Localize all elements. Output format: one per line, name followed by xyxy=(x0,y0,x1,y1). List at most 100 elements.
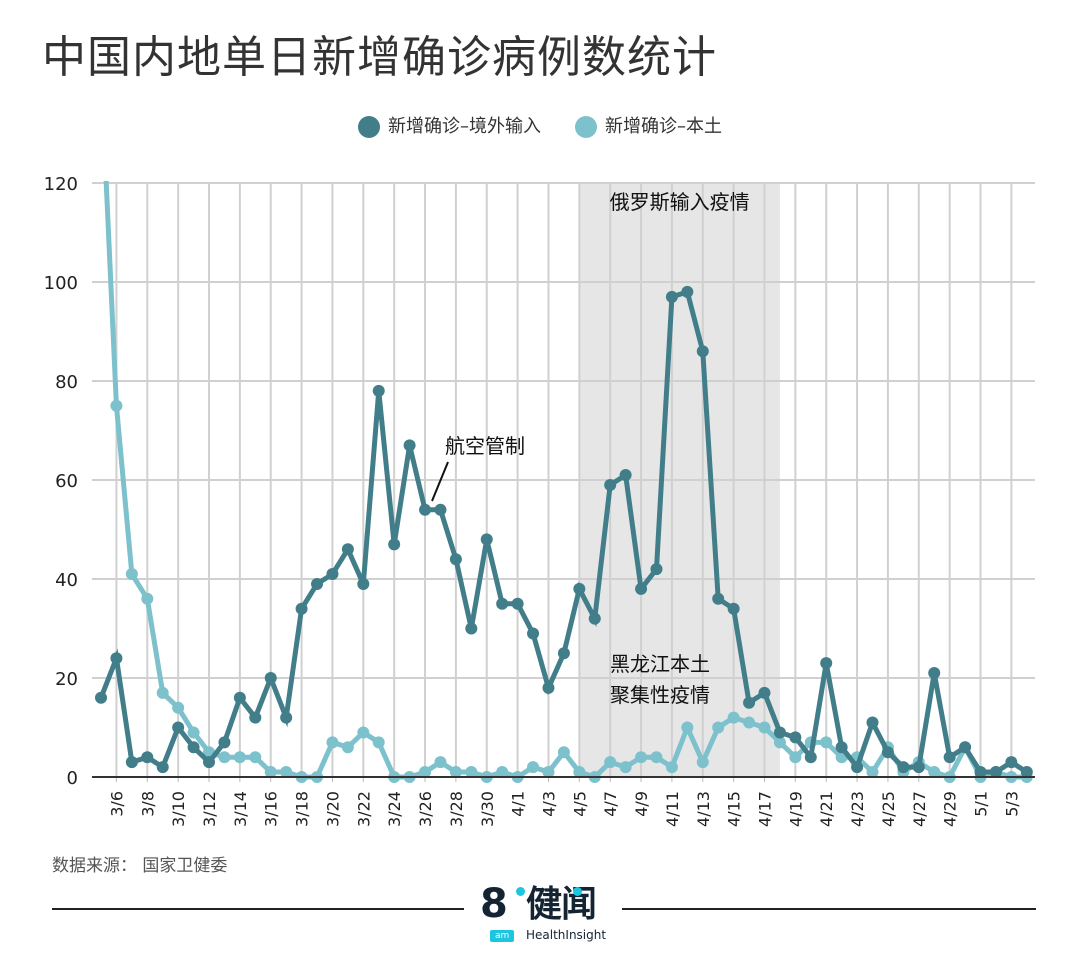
x-tick-label: 3/20 xyxy=(323,791,342,827)
data-point xyxy=(496,597,509,610)
x-tick-label: 4/1 xyxy=(509,791,528,817)
data-point xyxy=(835,741,848,754)
logo-mark: 8 xyxy=(480,881,508,927)
data-point xyxy=(943,751,956,764)
data-point xyxy=(712,592,725,605)
data-point xyxy=(527,627,540,640)
x-tick-label: 4/7 xyxy=(601,791,620,817)
data-point xyxy=(249,751,262,764)
data-point xyxy=(635,582,648,595)
data-point xyxy=(372,736,385,749)
x-tick-label: 3/22 xyxy=(354,791,373,827)
x-tick-label: 3/18 xyxy=(293,791,312,827)
data-point xyxy=(650,751,663,764)
legend-marker-imported xyxy=(358,116,380,138)
data-point xyxy=(789,731,802,744)
logo-name: 健闻 xyxy=(526,884,597,925)
x-tick-label: 4/9 xyxy=(632,791,651,817)
data-point xyxy=(557,746,570,759)
data-point xyxy=(866,766,879,779)
data-point xyxy=(511,597,524,610)
data-point xyxy=(264,766,277,779)
data-point xyxy=(773,726,786,739)
legend-marker-local xyxy=(575,116,597,138)
data-point xyxy=(403,439,416,452)
data-point xyxy=(95,691,107,704)
data-point xyxy=(527,761,540,774)
data-point xyxy=(681,721,694,734)
data-point xyxy=(851,761,864,774)
data-point xyxy=(897,761,910,774)
legend-item-imported: 新增确诊–境外输入 xyxy=(358,115,541,139)
data-point xyxy=(233,751,246,764)
data-point xyxy=(249,711,262,724)
x-tick-label: 3/26 xyxy=(416,791,435,827)
logo-dot xyxy=(516,887,525,896)
data-point xyxy=(650,563,663,576)
legend-label-local: 新增确诊–本土 xyxy=(605,116,722,137)
data-point xyxy=(187,741,200,754)
data-point xyxy=(542,766,555,779)
data-point xyxy=(465,622,478,635)
x-tick-label: 4/13 xyxy=(694,791,713,827)
data-point xyxy=(141,592,154,605)
x-tick-label: 4/27 xyxy=(910,791,929,827)
data-point xyxy=(125,568,138,581)
data-point xyxy=(881,746,894,759)
legend-label-imported: 新增确诊–境外输入 xyxy=(388,116,541,137)
brand-logo: 8 健闻 am HealthInsight xyxy=(478,882,623,948)
data-point xyxy=(727,711,740,724)
data-point xyxy=(496,766,509,779)
data-point xyxy=(789,751,802,764)
logo-dot xyxy=(573,887,582,896)
x-tick-label: 5/3 xyxy=(1002,791,1021,817)
data-point xyxy=(804,751,817,764)
y-tick-label: 80 xyxy=(55,372,78,393)
data-point xyxy=(125,756,138,769)
annotation-label: 黑龙江本土 xyxy=(610,652,710,676)
data-point xyxy=(758,686,771,699)
data-point xyxy=(665,761,678,774)
annotation-label: 航空管制 xyxy=(445,434,525,458)
x-tick-label: 4/29 xyxy=(941,791,960,827)
data-point xyxy=(773,736,786,749)
data-point xyxy=(866,716,879,729)
data-point xyxy=(434,503,447,516)
data-point xyxy=(1005,756,1018,769)
data-point xyxy=(218,736,231,749)
legend: 新增确诊–境外输入 新增确诊–本土 xyxy=(0,115,1080,139)
divider-right xyxy=(622,908,1036,910)
x-tick-label: 4/5 xyxy=(570,791,589,817)
data-point xyxy=(573,766,586,779)
data-point xyxy=(280,711,293,724)
y-tick-label: 20 xyxy=(55,669,78,690)
logo-badge: am xyxy=(490,930,515,942)
x-tick-label: 3/8 xyxy=(138,791,157,817)
data-point xyxy=(110,399,123,412)
x-tick-label: 4/17 xyxy=(755,791,774,827)
data-point xyxy=(928,766,941,779)
x-tick-label: 3/16 xyxy=(262,791,281,827)
data-point xyxy=(665,290,678,303)
data-point xyxy=(588,612,601,625)
x-tick-label: 3/12 xyxy=(200,791,219,827)
data-point xyxy=(341,741,354,754)
data-point xyxy=(156,761,169,774)
x-tick-label: 3/28 xyxy=(447,791,466,827)
data-point xyxy=(295,602,308,615)
data-point xyxy=(696,345,709,358)
data-point xyxy=(681,285,694,298)
data-point xyxy=(264,672,277,684)
data-point xyxy=(1020,766,1033,779)
annotation-label: 聚集性疫情 xyxy=(610,683,710,707)
data-point xyxy=(419,503,432,516)
data-point xyxy=(959,741,972,754)
y-tick-label: 60 xyxy=(55,471,78,492)
data-point xyxy=(326,736,339,749)
data-point xyxy=(203,756,216,769)
x-tick-label: 3/10 xyxy=(169,791,188,827)
data-point xyxy=(820,736,833,749)
data-point xyxy=(434,756,447,769)
x-tick-label: 4/21 xyxy=(817,791,836,827)
data-point xyxy=(619,761,632,774)
